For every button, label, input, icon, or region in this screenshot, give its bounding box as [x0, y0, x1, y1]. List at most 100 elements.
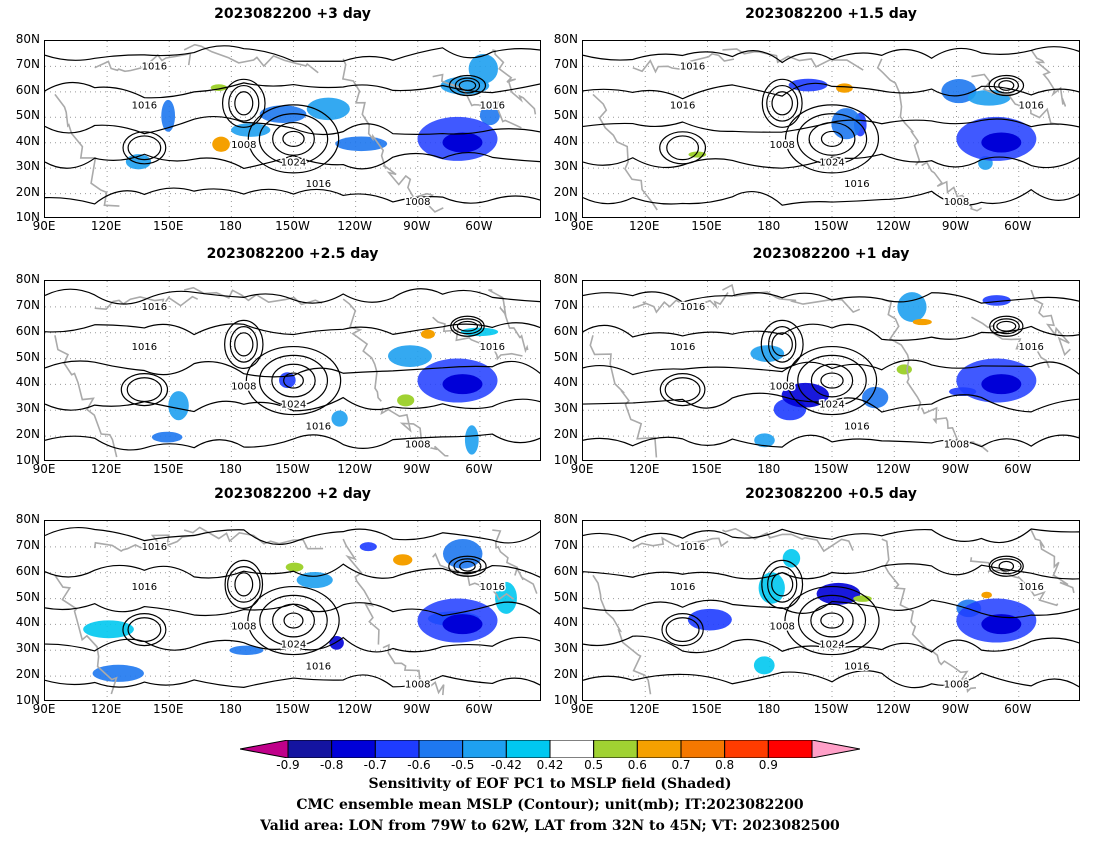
coastline — [183, 526, 324, 550]
isobar-contour — [666, 135, 700, 161]
contour-label: 1016 — [142, 302, 167, 313]
sensitivity-shading — [981, 591, 993, 599]
lon-tick-label: 120E — [629, 462, 660, 476]
sensitivity-shading — [442, 614, 483, 635]
lat-tick-label: 70N — [15, 297, 40, 312]
lat-tick-label: 60N — [553, 323, 578, 338]
isobar-contour — [583, 323, 1079, 341]
lon-tick-label: 90W — [403, 702, 431, 716]
lon-tick-label: 180 — [218, 462, 242, 476]
isobar-contour — [259, 594, 328, 647]
lat-tick-label: 80N — [15, 272, 40, 286]
isobar-contour — [448, 555, 487, 577]
sensitivity-shading — [229, 645, 264, 655]
contour-label: 1016 — [142, 542, 167, 553]
isobar-contour — [820, 372, 844, 389]
isobar-contour — [247, 104, 340, 174]
isobar-contour — [45, 360, 540, 378]
lat-tick-label: 70N — [553, 537, 578, 552]
lat-tick-label: 60N — [15, 323, 40, 338]
lon-tick-label: 90E — [32, 462, 56, 476]
isobar-contour — [810, 363, 854, 398]
colorbar-swatch — [287, 740, 333, 758]
isobar-contour — [583, 291, 1079, 304]
sensitivity-shading — [460, 327, 499, 337]
coastline — [341, 58, 387, 170]
lon-tick-label: 120W — [875, 219, 911, 233]
isobar-contour — [583, 118, 1079, 133]
isobar-contour — [283, 372, 304, 389]
sensitivity-shading — [495, 581, 517, 614]
sensitivity-shading — [981, 374, 1022, 395]
isobar-contour — [988, 74, 1025, 97]
coastline — [1030, 529, 1075, 594]
isobar-contour — [998, 560, 1015, 572]
isobar-contour — [771, 91, 793, 116]
isobar-contour — [227, 565, 261, 603]
sensitivity-shading — [393, 554, 413, 566]
colorbar-tick-label: -0.9 — [276, 758, 300, 772]
isobar-contour — [452, 318, 483, 335]
isobar-contour — [224, 559, 264, 609]
lat-tick-label: 20N — [553, 427, 578, 442]
sensitivity-shading — [83, 620, 134, 639]
lon-tick-label: 180 — [757, 702, 781, 716]
isobar-contour — [229, 325, 258, 363]
sensitivity-shading — [306, 97, 350, 121]
lon-tick-label: 120W — [337, 462, 373, 476]
colorbar-swatch — [418, 740, 464, 758]
isobar-contour — [797, 594, 867, 647]
coastline — [94, 52, 192, 73]
panel-title: 2023082200 +0.5 day — [745, 486, 917, 502]
contour-label: 1024 — [819, 640, 844, 651]
sensitivity-shading — [331, 410, 348, 427]
isobar-contour — [245, 345, 342, 416]
colorbar-swatch — [767, 740, 813, 758]
caption-line-2: CMC ensemble mean MSLP (Contour); unit(m… — [296, 797, 804, 813]
lon-tick-label: 150E — [153, 462, 184, 476]
lon-tick-label: 180 — [218, 219, 242, 233]
lat-tick-label: 40N — [553, 375, 578, 390]
map-panel: 1016 1016 1024 1016 1008 1008 1016 — [582, 520, 1080, 701]
sensitivity-shading — [335, 136, 388, 152]
lon-tick-label: 150W — [813, 462, 849, 476]
isobar-contour — [583, 563, 1079, 580]
contour-label: 1024 — [819, 400, 844, 411]
coastline — [632, 536, 729, 549]
contour-label: 1016 — [1018, 342, 1043, 353]
isobar-contour — [45, 396, 540, 413]
coastline — [380, 407, 449, 457]
sensitivity-shading — [853, 595, 872, 602]
lon-tick-label: 120E — [90, 462, 122, 476]
contour-label: 1016 — [306, 421, 331, 432]
lon-tick-label: 150W — [813, 219, 849, 233]
sensitivity-shading — [420, 329, 435, 339]
lat-tick-label: 70N — [553, 57, 578, 72]
isobar-contour — [45, 322, 540, 336]
lon-tick-label: 90E — [570, 219, 594, 233]
isobar-contour — [583, 392, 1079, 413]
lon-tick-label: 150W — [275, 219, 310, 233]
isobar-contour — [760, 319, 804, 369]
isobar-contour — [659, 131, 707, 165]
contour-label: 1016 — [1018, 582, 1043, 593]
isobar-contour — [583, 635, 1079, 654]
coastline — [432, 552, 515, 601]
lat-tick-label: 50N — [15, 589, 40, 604]
isobar-contour — [45, 288, 540, 305]
isobar-contour — [45, 151, 540, 170]
lon-tick-label: 60W — [465, 702, 493, 716]
isobar-contour — [771, 332, 793, 357]
isobar-contour — [258, 354, 329, 407]
map-panel: 1016 1016 1024 1016 1008 1008 1016 — [44, 520, 541, 701]
lon-tick-label: 150E — [153, 702, 184, 716]
colorbar-swatch — [374, 740, 420, 758]
lat-tick-label: 70N — [15, 57, 40, 72]
lon-tick-label: 90E — [570, 702, 594, 716]
lat-tick-label: 50N — [553, 589, 578, 604]
isobar-contour — [820, 612, 844, 629]
contour-label: 1008 — [944, 680, 969, 691]
lat-tick-label: 30N — [15, 401, 40, 416]
lat-tick-label: 20N — [15, 427, 40, 442]
sensitivity-shading — [285, 562, 304, 572]
